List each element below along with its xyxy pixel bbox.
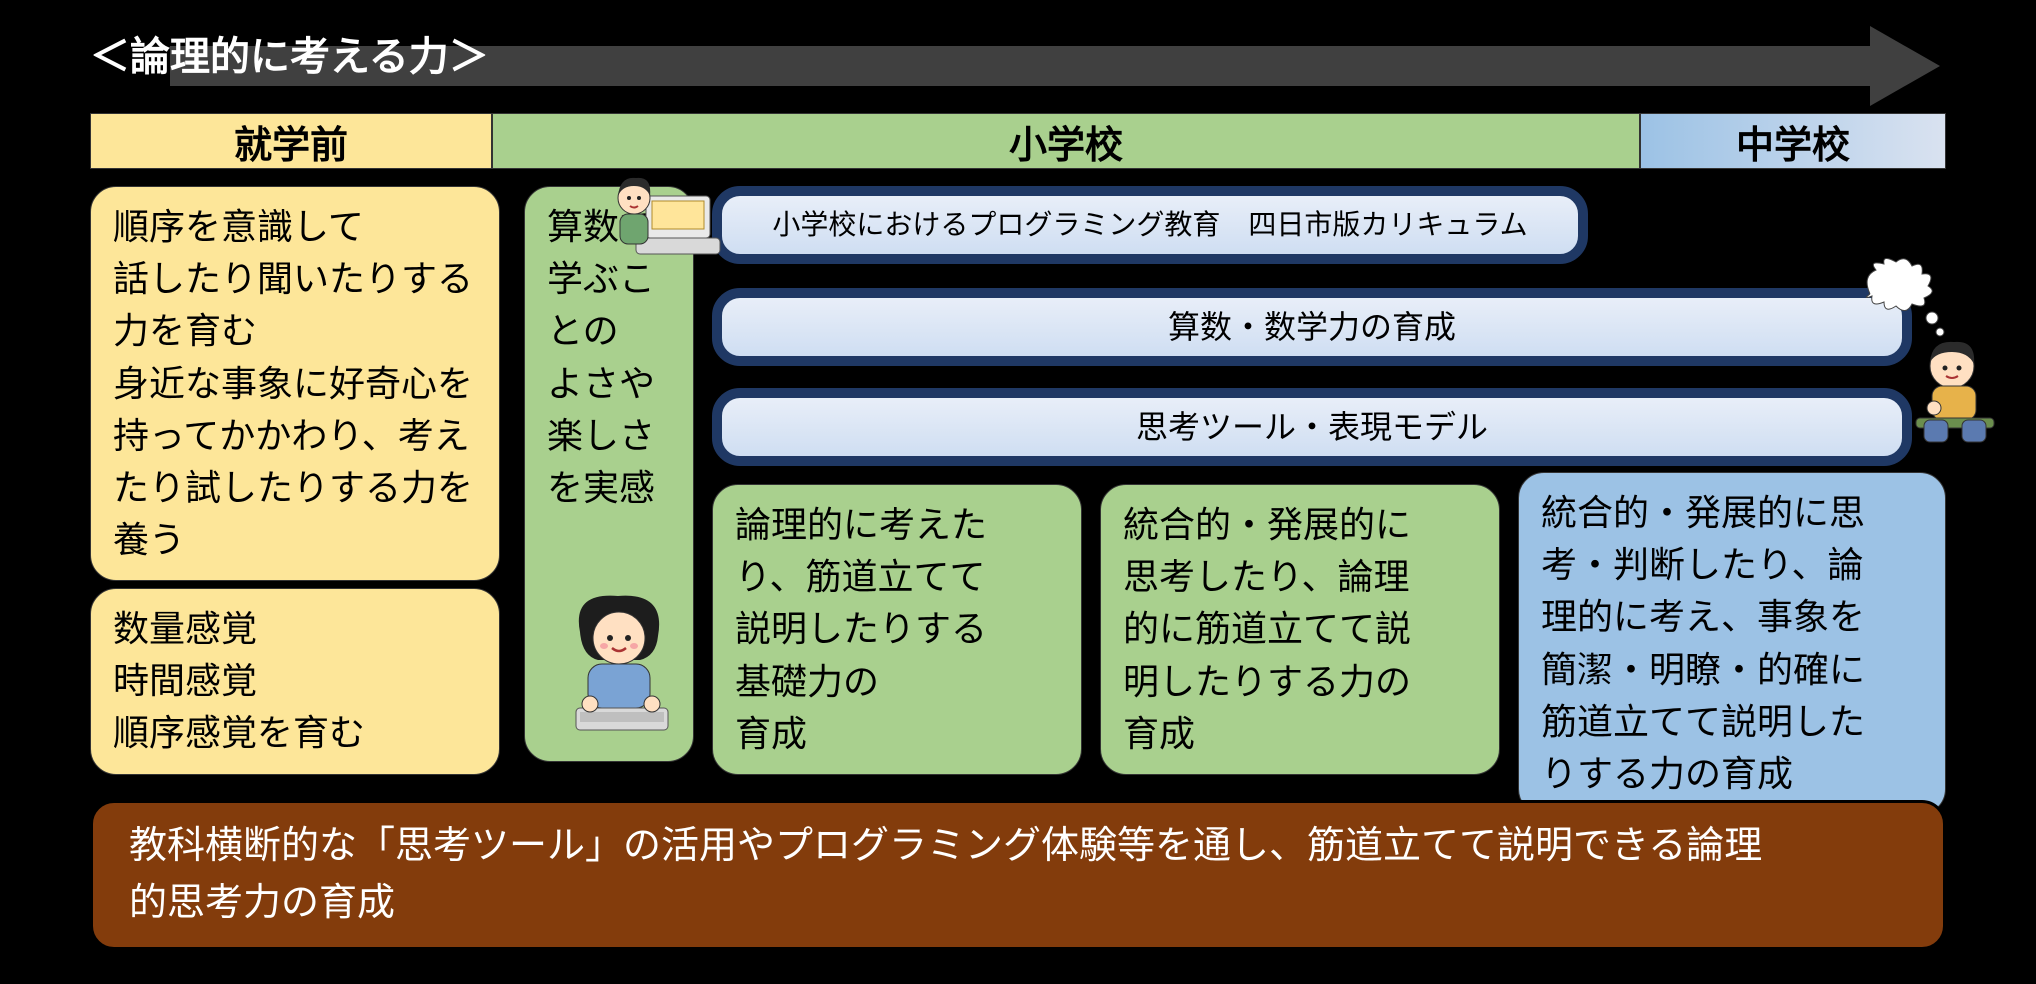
header-elementary-label: 小学校 xyxy=(1009,114,1123,169)
diagram-stage: ＜論理的に考える力＞ 就学前 小学校 中学校 順序を意識して 話したり聞いたりす… xyxy=(0,0,2036,984)
elementary-bar-3-text: 思考ツール・表現モデル xyxy=(1136,404,1488,450)
elementary-box-1: 論理的に考えた り、筋道立てて 説明したりする 基礎力の 育成 xyxy=(712,484,1082,775)
jhs-top-text: プログラミング的 思考力の育成 xyxy=(1600,186,1946,290)
elementary-bar-3: 思考ツール・表現モデル xyxy=(712,388,1912,466)
bottom-summary-box: 教科横断的な「思考ツール」の活用やプログラミング体験等を通し、筋道立てて説明でき… xyxy=(90,800,1946,950)
bottom-summary-text: 教科横断的な「思考ツール」の活用やプログラミング体験等を通し、筋道立てて説明でき… xyxy=(129,818,1762,932)
jhs-top-label: プログラミング的 思考力の育成 xyxy=(1629,191,1917,284)
elementary-box-2: 統合的・発展的に 思考したり、論理 的に筋道立てて説 明したりする力の 育成 xyxy=(1100,484,1500,775)
preschool-box-2-text: 数量感覚 時間感覚 順序感覚を育む xyxy=(113,608,365,753)
elementary-box-1-text: 論理的に考えた り、筋道立てて 説明したりする 基礎力の 育成 xyxy=(735,504,987,754)
elementary-bar-2: 算数・数学力の育成 xyxy=(712,288,1912,366)
header-preschool: 就学前 xyxy=(90,113,492,169)
elementary-box-2-text: 統合的・発展的に 思考したり、論理 的に筋道立てて説 明したりする力の 育成 xyxy=(1123,504,1411,754)
elementary-narrow-text: 算数で 学ぶこ との よさや 楽しさ を実感 xyxy=(547,206,655,508)
preschool-box-1-text: 順序を意識して 話したり聞いたりする 力を育む 身近な事象に好奇心を 持ってかか… xyxy=(113,206,473,560)
elementary-bar-1-text: 小学校におけるプログラミング教育 四日市版カリキュラム xyxy=(772,205,1527,246)
header-preschool-label: 就学前 xyxy=(234,114,348,169)
header-jhs-label: 中学校 xyxy=(1736,114,1850,169)
preschool-box-2: 数量感覚 時間感覚 順序感覚を育む xyxy=(90,588,500,775)
diagram-title: ＜論理的に考える力＞ xyxy=(90,28,489,86)
elementary-bar-1: 小学校におけるプログラミング教育 四日市版カリキュラム xyxy=(712,186,1588,264)
preschool-box-1: 順序を意識して 話したり聞いたりする 力を育む 身近な事象に好奇心を 持ってかか… xyxy=(90,186,500,581)
header-jhs: 中学校 xyxy=(1640,113,1946,169)
elementary-narrow-box: 算数で 学ぶこ との よさや 楽しさ を実感 xyxy=(524,186,694,762)
elementary-bar-2-text: 算数・数学力の育成 xyxy=(1168,304,1456,350)
jhs-box: 統合的・発展的に思 考・判断したり、論 理的に考え、事象を 簡潔・明瞭・的確に … xyxy=(1518,472,1946,815)
header-elementary: 小学校 xyxy=(492,113,1640,169)
jhs-box-text: 統合的・発展的に思 考・判断したり、論 理的に考え、事象を 簡潔・明瞭・的確に … xyxy=(1541,492,1865,794)
